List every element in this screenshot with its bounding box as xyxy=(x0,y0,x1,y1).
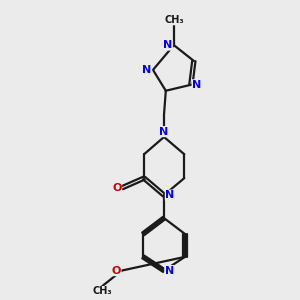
Text: O: O xyxy=(112,266,121,276)
Text: CH₃: CH₃ xyxy=(164,15,184,25)
Text: N: N xyxy=(159,127,169,136)
Text: N: N xyxy=(192,80,201,90)
Text: N: N xyxy=(165,266,174,276)
Text: N: N xyxy=(165,190,175,200)
Text: CH₃: CH₃ xyxy=(92,286,112,296)
Text: N: N xyxy=(163,40,172,50)
Text: O: O xyxy=(112,183,122,193)
Text: N: N xyxy=(142,65,152,75)
